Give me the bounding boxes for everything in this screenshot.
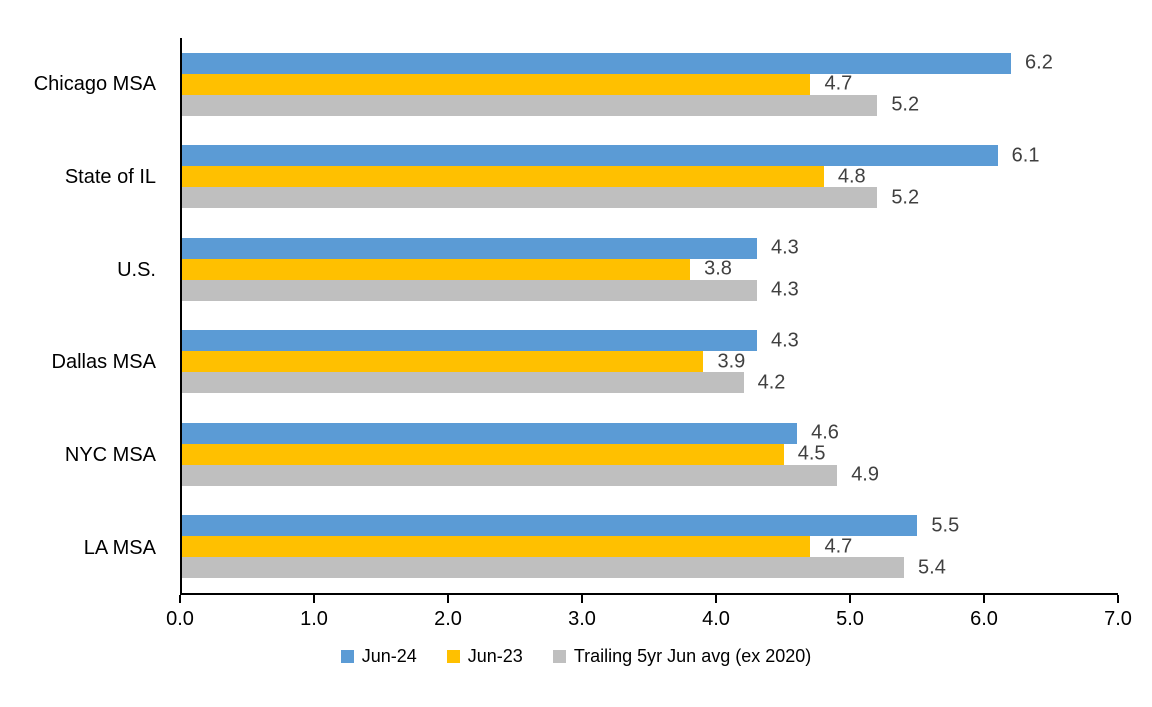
bar-group-nyc-msa: 4.6 4.5 4.9 xyxy=(182,408,1118,501)
bar-line-jun-23-u-s: 3.8 xyxy=(182,257,1118,280)
x-tick-label-1-0: 1.0 xyxy=(300,608,328,630)
legend-item-trailing-5yr-jun-avg-ex-2020: Trailing 5yr Jun avg (ex 2020) xyxy=(552,646,812,667)
x-tick-mark-3-0 xyxy=(581,595,583,603)
value-label-trailing-5yr-jun-avg-ex-2020-nyc-msa: 4.9 xyxy=(851,463,879,486)
bar-group-state-of-il: 6.1 4.8 5.2 xyxy=(182,131,1118,224)
x-tick-label-3-0: 3.0 xyxy=(568,608,596,630)
bar-group-dallas-msa: 4.3 3.9 4.2 xyxy=(182,316,1118,409)
legend-swatch-icon xyxy=(552,650,566,663)
category-label-u-s: U.S. xyxy=(117,258,156,281)
y-axis-category-labels: Chicago MSA State of IL U.S. Dallas MSA NYC … xyxy=(0,38,168,595)
bar-line-jun-23-state-of-il: 4.8 xyxy=(182,165,1118,188)
bar-trailing-5yr-jun-avg-ex-2020-u-s xyxy=(182,279,757,301)
category-label-nyc-msa: NYC MSA xyxy=(64,444,156,467)
category-label-dallas-msa: Dallas MSA xyxy=(51,351,156,374)
bar-jun-24-dallas-msa xyxy=(182,330,757,352)
x-tick-label-6-0: 6.0 xyxy=(970,608,998,630)
legend: Jun-24 Jun-23 Trailing 5yr Jun avg (ex 202… xyxy=(0,646,1152,667)
bar-line-jun-24-nyc-msa: 4.6 xyxy=(182,421,1118,444)
bar-line-trailing-5yr-jun-avg-ex-2020-chicago-msa: 5.2 xyxy=(182,93,1118,116)
x-tick-label-2-0: 2.0 xyxy=(434,608,462,630)
bar-group-chicago-msa: 6.2 4.7 5.2 xyxy=(182,38,1118,131)
bar-line-jun-24-dallas-msa: 4.3 xyxy=(182,329,1118,352)
bar-jun-24-u-s xyxy=(182,237,757,259)
bar-line-jun-24-state-of-il: 6.1 xyxy=(182,144,1118,167)
value-label-trailing-5yr-jun-avg-ex-2020-state-of-il: 5.2 xyxy=(891,186,920,209)
value-label-jun-24-chicago-msa: 6.2 xyxy=(1025,51,1053,74)
value-label-trailing-5yr-jun-avg-ex-2020-la-msa: 5.4 xyxy=(918,556,946,579)
legend-item-jun-23: Jun-23 xyxy=(446,646,523,667)
value-label-jun-23-nyc-msa: 4.5 xyxy=(797,442,826,465)
value-label-jun-24-u-s: 4.3 xyxy=(770,236,799,259)
plot-area: 6.2 4.7 5.2 6.1 4.8 5.2 4.3 3.8 4.3 4.3 3.9 4.2 4.6 4… xyxy=(180,38,1118,595)
legend-swatch-icon xyxy=(340,650,354,663)
value-label-jun-23-chicago-msa: 4.7 xyxy=(824,72,853,95)
x-tick-mark-0-0 xyxy=(179,595,181,603)
value-label-jun-23-dallas-msa: 3.9 xyxy=(717,350,746,373)
x-tick-mark-5-0 xyxy=(849,595,851,603)
x-tick-mark-7-0 xyxy=(1117,595,1119,603)
bar-jun-23-u-s xyxy=(182,258,691,280)
bar-line-jun-23-chicago-msa: 4.7 xyxy=(182,72,1118,95)
legend-swatch-icon xyxy=(446,650,460,663)
x-axis-tick-labels: 0.0 1.0 2.0 3.0 4.0 5.0 6.0 7.0 xyxy=(166,608,1132,634)
x-tick-label-5-0: 5.0 xyxy=(836,608,864,630)
bar-line-trailing-5yr-jun-avg-ex-2020-u-s: 4.3 xyxy=(182,278,1118,301)
value-label-jun-23-state-of-il: 4.8 xyxy=(837,165,866,188)
x-tick-label-0-0: 0.0 xyxy=(166,608,194,630)
value-label-jun-24-la-msa: 5.5 xyxy=(931,514,960,537)
bar-trailing-5yr-jun-avg-ex-2020-la-msa xyxy=(182,557,905,579)
category-label-chicago-msa: Chicago MSA xyxy=(33,72,156,95)
bar-trailing-5yr-jun-avg-ex-2020-chicago-msa xyxy=(182,94,878,116)
bar-line-trailing-5yr-jun-avg-ex-2020-nyc-msa: 4.9 xyxy=(182,463,1118,486)
bar-jun-23-chicago-msa xyxy=(182,73,811,95)
x-tick-label-4-0: 4.0 xyxy=(702,608,730,630)
bar-group-la-msa: 5.5 4.7 5.4 xyxy=(182,501,1118,594)
bar-jun-23-la-msa xyxy=(182,536,811,558)
x-tick-label-7-0: 7.0 xyxy=(1104,608,1132,630)
bar-line-jun-23-dallas-msa: 3.9 xyxy=(182,350,1118,373)
bar-line-jun-24-u-s: 4.3 xyxy=(182,236,1118,259)
bar-trailing-5yr-jun-avg-ex-2020-dallas-msa xyxy=(182,372,744,394)
x-tick-mark-4-0 xyxy=(715,595,717,603)
value-label-jun-23-la-msa: 4.7 xyxy=(824,535,853,558)
x-axis-tick-marks xyxy=(179,595,1119,603)
bar-line-trailing-5yr-jun-avg-ex-2020-la-msa: 5.4 xyxy=(182,556,1118,579)
bar-group-u-s: 4.3 3.8 4.3 xyxy=(182,223,1118,316)
value-label-jun-23-u-s: 3.8 xyxy=(704,257,732,280)
legend-label-jun-24: Jun-24 xyxy=(361,646,417,666)
bar-line-jun-24-chicago-msa: 6.2 xyxy=(182,51,1118,74)
legend-label-trailing-5yr-jun-avg-ex-2020: Trailing 5yr Jun avg (ex 2020) xyxy=(573,646,812,666)
bar-jun-23-state-of-il xyxy=(182,166,824,188)
bar-jun-24-la-msa xyxy=(182,515,918,537)
bar-trailing-5yr-jun-avg-ex-2020-nyc-msa xyxy=(182,464,838,486)
legend-label-jun-23: Jun-23 xyxy=(467,646,523,666)
bar-jun-24-chicago-msa xyxy=(182,52,1012,74)
x-tick-mark-2-0 xyxy=(447,595,449,603)
x-tick-mark-6-0 xyxy=(983,595,985,603)
bar-jun-23-nyc-msa xyxy=(182,443,784,465)
value-label-trailing-5yr-jun-avg-ex-2020-chicago-msa: 5.2 xyxy=(891,93,920,116)
bar-jun-23-dallas-msa xyxy=(182,351,704,373)
x-tick-mark-1-0 xyxy=(313,595,315,603)
category-label-state-of-il: State of IL xyxy=(64,165,156,188)
bar-jun-24-nyc-msa xyxy=(182,422,798,444)
bar-line-jun-23-nyc-msa: 4.5 xyxy=(182,442,1118,465)
value-label-jun-24-nyc-msa: 4.6 xyxy=(811,421,839,444)
value-label-trailing-5yr-jun-avg-ex-2020-u-s: 4.3 xyxy=(770,278,799,301)
bar-line-jun-23-la-msa: 4.7 xyxy=(182,535,1118,558)
bar-trailing-5yr-jun-avg-ex-2020-state-of-il xyxy=(182,187,878,209)
bar-line-trailing-5yr-jun-avg-ex-2020-dallas-msa: 4.2 xyxy=(182,371,1118,394)
bar-line-trailing-5yr-jun-avg-ex-2020-state-of-il: 5.2 xyxy=(182,186,1118,209)
legend-item-jun-24: Jun-24 xyxy=(340,646,417,667)
value-label-trailing-5yr-jun-avg-ex-2020-dallas-msa: 4.2 xyxy=(757,371,786,394)
bar-jun-24-state-of-il xyxy=(182,145,998,167)
category-label-la-msa: LA MSA xyxy=(83,537,156,560)
value-label-jun-24-dallas-msa: 4.3 xyxy=(770,329,799,352)
value-label-jun-24-state-of-il: 6.1 xyxy=(1011,144,1040,167)
bar-line-jun-24-la-msa: 5.5 xyxy=(182,514,1118,537)
